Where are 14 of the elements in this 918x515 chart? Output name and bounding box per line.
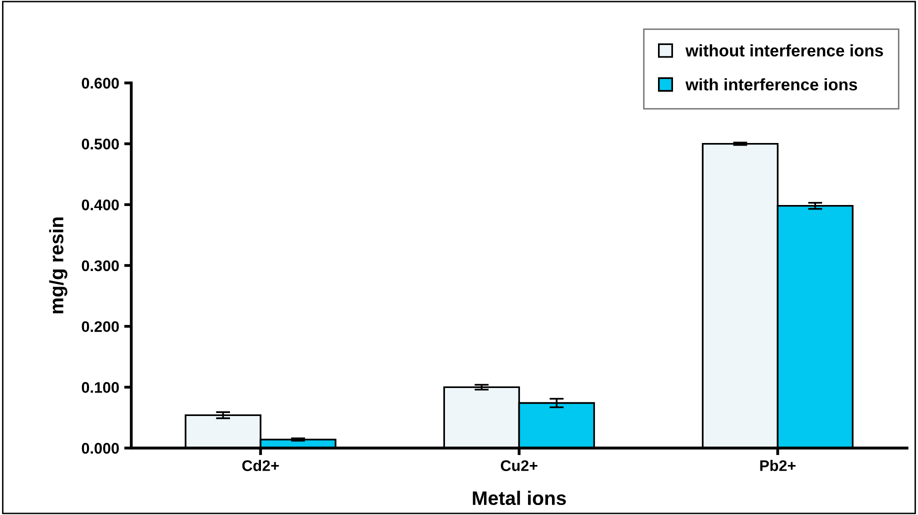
y-tick-label: 0.100 [82, 382, 119, 393]
y-tick-label: 0.300 [82, 260, 119, 272]
y-tick-label: 0.500 [82, 138, 119, 150]
y-axis-title: mg/g resin [49, 218, 68, 314]
legend-label: without interference ions [685, 44, 883, 57]
x-axis-title: Metal ions [472, 490, 566, 506]
x-tick-label: Pb2+ [760, 460, 796, 472]
x-tick-label: Cu2+ [500, 460, 538, 472]
y-tick-label: 0.400 [82, 199, 119, 210]
y-tick-label: 0.200 [82, 321, 119, 332]
y-tick-label: 0.000 [82, 442, 119, 454]
x-tick-label: Cd2+ [242, 460, 279, 472]
y-tick-label: 0.600 [82, 78, 119, 89]
legend-label: with interference ions [685, 78, 858, 90]
